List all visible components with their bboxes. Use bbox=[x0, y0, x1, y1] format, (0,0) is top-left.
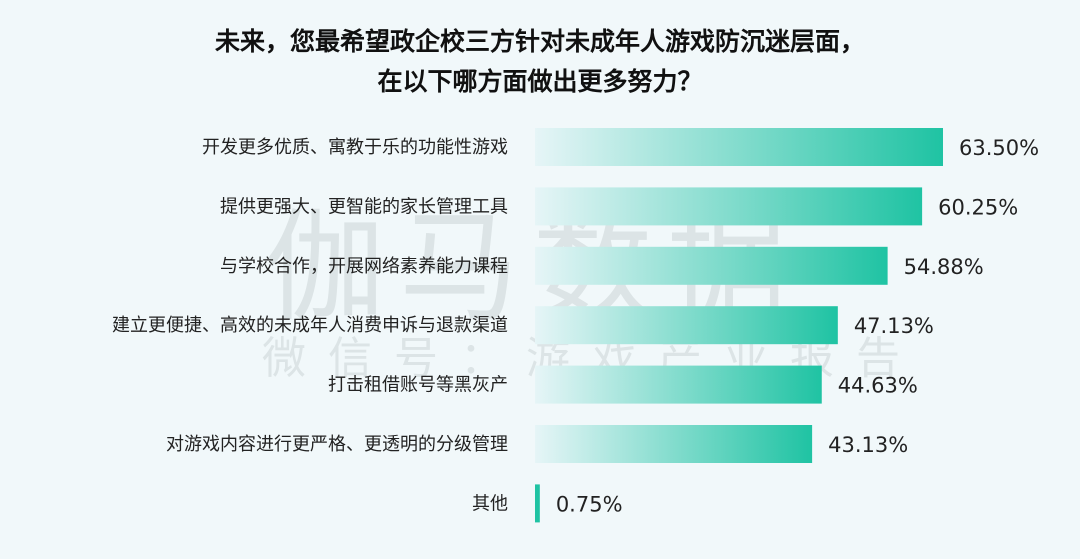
title-line-2: 在以下哪方面做出更多努力？ bbox=[377, 67, 703, 96]
data-label: 0.75% bbox=[556, 492, 623, 516]
data-label: 47.13% bbox=[854, 314, 934, 338]
bar bbox=[535, 246, 888, 285]
data-label: 54.88% bbox=[904, 255, 984, 279]
bar bbox=[535, 128, 943, 166]
bar bbox=[535, 187, 923, 226]
bar bbox=[535, 365, 822, 404]
data-label: 43.13% bbox=[828, 433, 908, 457]
category-label: 开发更多优质、寓教于乐的功能性游戏 bbox=[202, 137, 508, 158]
category-label: 打击租借账号等黑灰产 bbox=[328, 375, 508, 396]
bar bbox=[535, 425, 813, 463]
title-line-1: 未来，您最希望政企校三方针对未成年人游戏防沉迷层面， bbox=[214, 27, 865, 56]
chart-title: 未来，您最希望政企校三方针对未成年人游戏防沉迷层面， 在以下哪方面做出更多努力？ bbox=[0, 22, 1080, 102]
category-label: 提供更强大、更智能的家长管理工具 bbox=[220, 196, 508, 217]
data-label: 63.50% bbox=[959, 136, 1039, 160]
category-label: 与学校合作，开展网络素养能力课程 bbox=[220, 256, 508, 277]
bar bbox=[535, 484, 540, 523]
category-label: 其他 bbox=[472, 493, 508, 514]
data-label: 44.63% bbox=[838, 374, 918, 398]
category-label: 建立更便捷、高效的未成年人消费申诉与退款渠道 bbox=[112, 315, 508, 336]
data-label: 60.25% bbox=[938, 195, 1018, 219]
category-label: 对游戏内容进行更严格、更透明的分级管理 bbox=[166, 434, 508, 455]
bar bbox=[535, 306, 838, 345]
